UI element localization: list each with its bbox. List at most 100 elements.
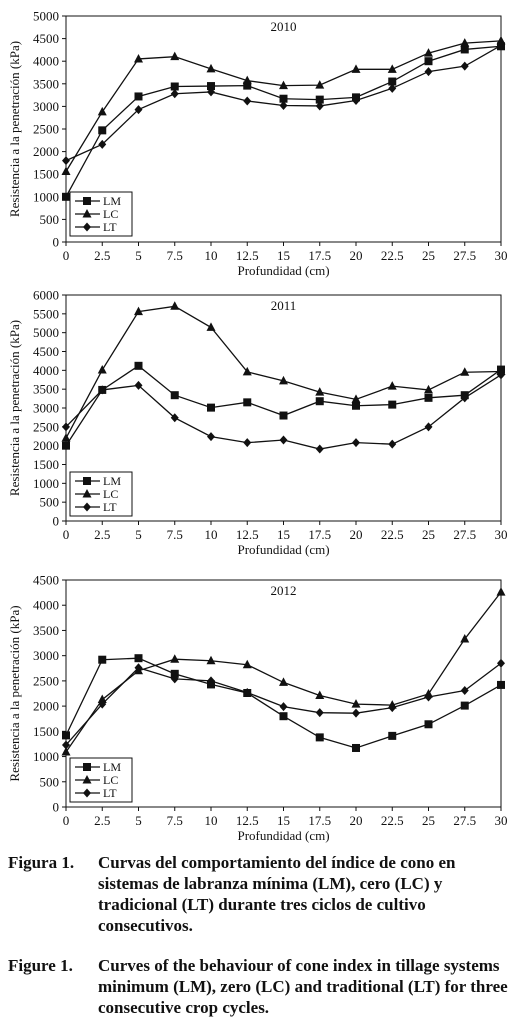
data-point-LC: [242, 75, 252, 85]
x-tick-label: 22.5: [381, 527, 404, 542]
data-point-LC: [134, 53, 143, 63]
data-point-LC: [61, 433, 71, 442]
y-tick-label: 3000: [33, 99, 59, 114]
x-tick-label: 10: [205, 527, 218, 542]
data-point-LT: [62, 740, 70, 750]
data-point-LM: [134, 361, 143, 370]
data-point-LM: [62, 192, 70, 201]
data-point-LT: [243, 96, 252, 106]
y-axis-label: Resistencia a la penetración (kPa): [7, 320, 22, 496]
data-point-LC: [61, 747, 71, 756]
y-tick-label: 1000: [33, 189, 59, 204]
data-point-LT: [98, 385, 107, 395]
y-tick-label: 1000: [33, 749, 59, 764]
data-point-LC: [351, 699, 361, 708]
data-point-LT: [134, 105, 143, 115]
x-tick-label: 7.5: [167, 813, 183, 828]
x-tick-label: 25: [422, 527, 435, 542]
data-point-LT: [352, 438, 360, 448]
data-point-LT: [207, 87, 215, 97]
data-point-LC: [206, 63, 216, 73]
data-point-LM: [279, 94, 288, 103]
x-tick-label: 2.5: [94, 248, 110, 263]
y-tick-label: 1000: [33, 476, 59, 491]
x-tick-label: 25: [422, 813, 435, 828]
legend-marker-LT: [83, 502, 91, 512]
x-tick-label: 27.5: [453, 527, 476, 542]
figure-caption-english: Figure 1. Curves of the behaviour of con…: [8, 955, 513, 1018]
data-point-LT: [170, 674, 179, 684]
y-tick-label: 4000: [33, 363, 59, 378]
data-point-LM: [460, 701, 469, 710]
data-point-LM: [98, 655, 107, 664]
data-point-LC: [206, 655, 216, 665]
caption-label-es: Figura 1.: [8, 853, 75, 872]
data-point-LM: [207, 82, 215, 91]
x-tick-label: 7.5: [167, 248, 183, 263]
data-point-LC: [206, 322, 216, 331]
data-point-LT: [315, 708, 324, 718]
data-point-LC: [496, 35, 506, 45]
data-point-LT: [62, 422, 70, 432]
y-tick-label: 500: [40, 774, 60, 789]
y-tick-label: 1500: [33, 457, 59, 472]
data-point-LT: [424, 422, 433, 432]
data-point-LT: [170, 89, 179, 99]
charts-canvas: 0500100015002000250030003500400045005000…: [7, 9, 508, 844]
x-tick-label: 10: [205, 248, 218, 263]
data-point-LM: [170, 82, 179, 91]
data-point-LC: [242, 659, 252, 669]
caption-text-es: Curvas del comportamiento del índice de …: [98, 853, 456, 935]
series-LT: [62, 40, 505, 166]
data-point-LC: [387, 381, 397, 390]
data-point-LM: [62, 441, 70, 450]
chart-panel-2010: 0 500 1000 1500 2000 2500 3000 3500 4000 4500 5000…: [7, 9, 508, 279]
y-tick-label: 5000: [33, 9, 59, 24]
legend-label-LM: LM: [103, 474, 121, 488]
caption-label-en: Figure 1.: [8, 956, 73, 975]
data-point-LT: [352, 96, 360, 106]
x-axis-label: Profundidad (cm): [237, 542, 329, 557]
x-tick-label: 12.5: [236, 813, 259, 828]
data-point-LC: [315, 387, 325, 396]
data-point-LT: [279, 100, 288, 110]
figure-caption-spanish: Figura 1. Curvas del comportamiento del …: [8, 852, 513, 936]
legend-label-LM: LM: [103, 194, 121, 208]
data-point-LT: [388, 83, 397, 93]
data-point-LT: [279, 435, 288, 445]
chart-panel-2012: 0 500 1000 1500 2000 2500 3000 3500 4000 4500 0 2.5…: [7, 573, 508, 844]
y-tick-label: 4000: [33, 54, 59, 69]
series-LC: [61, 35, 506, 175]
x-tick-label: 25: [422, 248, 435, 263]
y-tick-label: 2000: [33, 144, 59, 159]
data-point-LM: [352, 743, 360, 752]
data-point-LT: [315, 444, 324, 454]
y-tick-label: 3000: [33, 648, 59, 663]
legend-marker-LT: [83, 222, 91, 232]
y-tick-label: 0: [53, 235, 60, 250]
data-point-LM: [497, 680, 505, 689]
legend-label-LT: LT: [103, 500, 117, 514]
x-tick-label: 22.5: [381, 813, 404, 828]
data-point-LM: [279, 411, 288, 420]
data-point-LC: [315, 690, 325, 700]
y-tick-label: 4500: [33, 344, 59, 359]
legend-label-LT: LT: [103, 220, 117, 234]
x-tick-label: 20: [350, 248, 363, 263]
x-tick-label: 5: [135, 527, 142, 542]
x-tick-label: 15: [277, 248, 290, 263]
series-line-LC: [65, 591, 502, 753]
x-tick-label: 2.5: [94, 527, 110, 542]
x-tick-label: 0: [63, 527, 70, 542]
data-point-LT: [497, 370, 505, 380]
legend-label-LC: LC: [103, 773, 118, 787]
x-tick-label: 15: [277, 813, 290, 828]
y-tick-label: 4000: [33, 598, 59, 613]
caption-text-en: Curves of the behaviour of cone index in…: [98, 956, 508, 1017]
data-point-LC: [279, 375, 288, 385]
data-point-LT: [207, 676, 215, 686]
legend-marker-LM: [83, 763, 91, 771]
x-tick-label: 0: [63, 813, 70, 828]
data-point-LC: [351, 64, 361, 73]
